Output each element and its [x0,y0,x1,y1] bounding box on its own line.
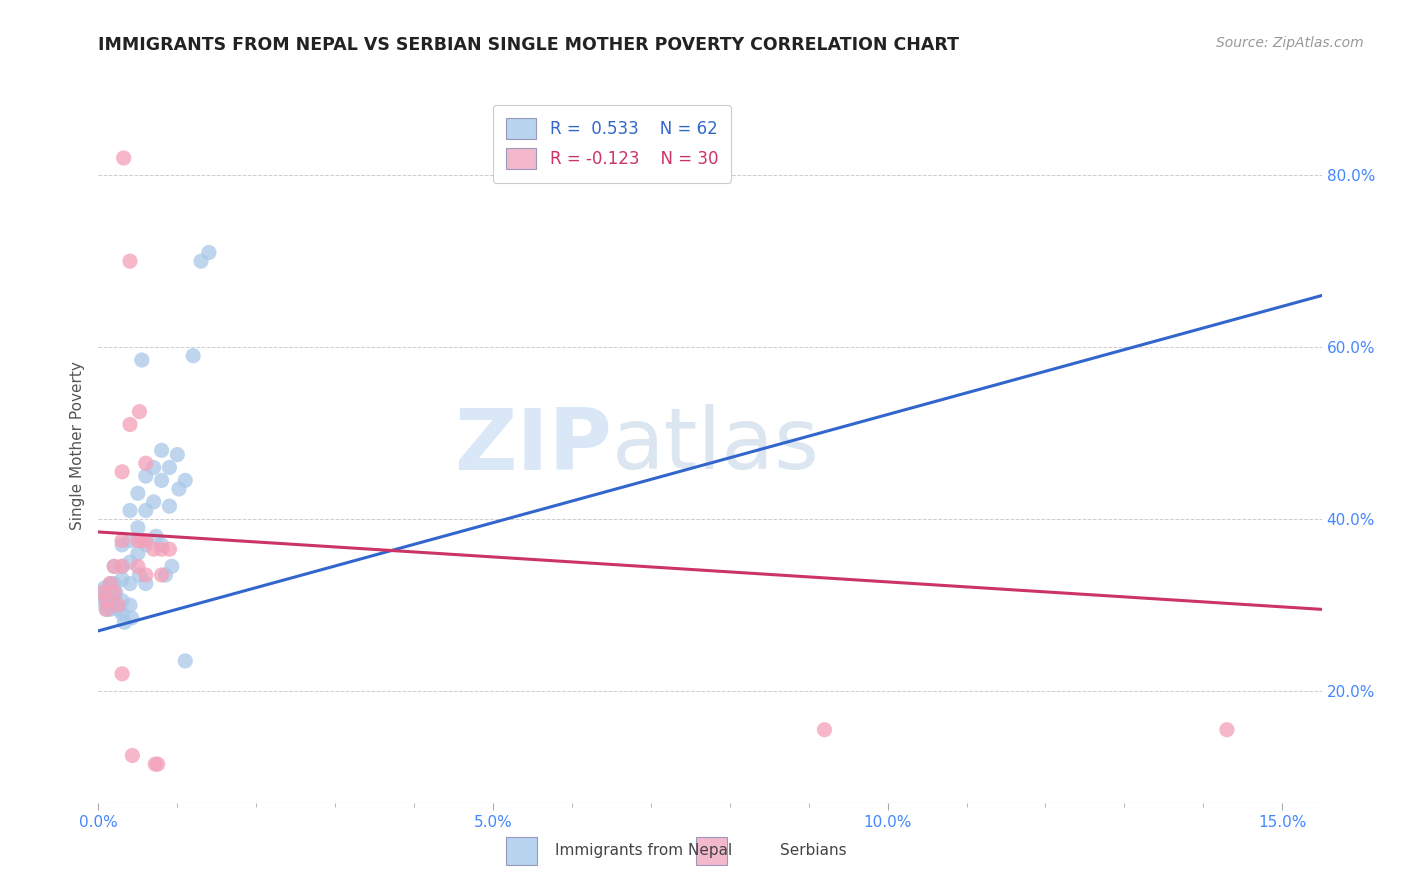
Point [135,538,157,552]
Point [135,533,157,548]
Point [128,404,150,418]
Point [159,460,181,475]
Point [98,576,121,591]
Point [167,482,190,496]
Point [107,598,129,612]
Point [142,542,165,557]
Point [93,590,115,604]
Point [111,607,134,621]
Text: ZIP: ZIP [454,404,612,488]
Point [111,559,134,574]
Point [103,559,125,574]
Point [155,568,177,582]
Point [111,533,134,548]
Point [131,533,153,548]
Point [190,254,212,268]
Point [166,448,188,462]
Point [118,598,141,612]
Point [135,576,157,591]
Point [112,151,135,165]
Text: IMMIGRANTS FROM NEPAL VS SERBIAN SINGLE MOTHER POVERTY CORRELATION CHART: IMMIGRANTS FROM NEPAL VS SERBIAN SINGLE … [98,36,959,54]
Point [111,538,134,552]
Point [150,542,173,557]
Point [181,349,204,363]
Point [135,503,157,517]
Point [107,602,129,616]
Point [111,465,134,479]
Point [143,757,166,772]
Point [145,529,167,543]
Point [127,559,149,574]
Point [150,443,173,458]
Point [91,585,114,599]
Point [114,615,136,630]
Point [91,593,114,607]
Point [813,723,835,737]
Point [111,559,134,574]
Point [96,590,118,604]
Point [103,598,125,612]
Point [111,593,134,607]
Point [118,254,141,268]
Text: Immigrants from Nepal: Immigrants from Nepal [555,844,733,858]
Y-axis label: Single Mother Poverty: Single Mother Poverty [70,361,86,531]
Point [118,576,141,591]
Point [159,542,181,557]
Point [103,585,125,599]
Point [118,533,141,548]
Point [142,460,165,475]
Point [142,495,165,509]
Point [174,654,197,668]
Point [97,593,120,607]
Point [131,353,153,368]
Point [150,474,173,488]
Text: atlas: atlas [612,404,820,488]
Point [103,576,125,591]
Point [118,503,141,517]
Point [135,456,157,470]
Point [135,469,157,483]
Point [111,666,134,681]
Point [174,474,197,488]
Point [98,576,121,591]
Point [127,486,149,500]
Point [127,533,149,548]
Point [96,602,118,616]
Point [121,611,143,625]
Point [135,568,157,582]
Point [103,590,125,604]
Point [128,568,150,582]
Point [121,748,143,763]
Point [159,499,181,513]
Point [1216,723,1239,737]
Point [96,602,118,616]
Point [96,585,118,599]
Text: Serbians: Serbians [780,844,846,858]
Point [150,568,173,582]
Point [111,572,134,586]
Point [160,559,183,574]
Point [98,602,121,616]
Point [103,559,125,574]
Point [198,245,221,260]
Point [150,538,173,552]
Point [146,757,169,772]
Point [97,598,120,612]
Point [104,585,127,599]
Point [127,521,149,535]
Point [93,581,115,595]
Point [127,546,149,560]
Legend: R =  0.533    N = 62, R = -0.123    N = 30: R = 0.533 N = 62, R = -0.123 N = 30 [494,104,731,183]
Point [118,417,141,432]
Point [118,555,141,569]
Text: Source: ZipAtlas.com: Source: ZipAtlas.com [1216,36,1364,50]
Point [96,593,118,607]
